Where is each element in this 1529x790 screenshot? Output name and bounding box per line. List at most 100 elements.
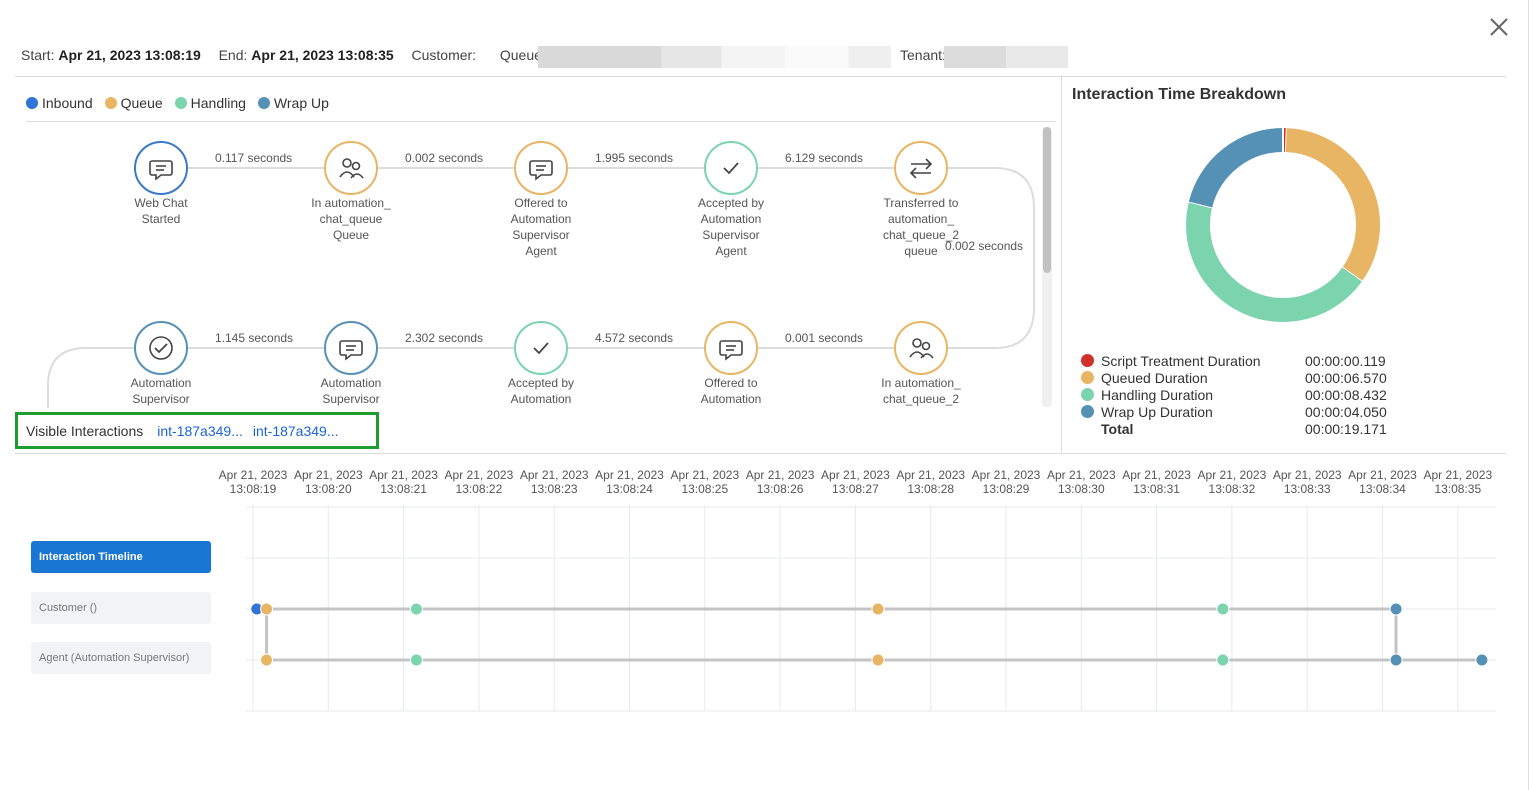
breakdown-value: 00:00:06.570 bbox=[1305, 369, 1387, 386]
legend-swatch bbox=[26, 97, 38, 109]
chat-icon bbox=[529, 160, 553, 181]
flow-edge-duration: 0.117 seconds bbox=[215, 151, 293, 165]
flow-node bbox=[894, 321, 948, 375]
flow-node bbox=[134, 321, 188, 375]
agent-timeline-button[interactable]: Agent (Automation Supervisor) bbox=[31, 642, 211, 674]
timeline-tick-label: Apr 21, 2023 13:08:29 bbox=[966, 468, 1046, 496]
timeline-tick-label: Apr 21, 2023 13:08:24 bbox=[590, 468, 670, 496]
legend-wrap-up: Wrap Up bbox=[257, 95, 329, 111]
breakdown-total-row: Total 00:00:19.171 bbox=[1081, 420, 1415, 437]
flow-node-label: Web Chat Started bbox=[134, 196, 188, 226]
timeline-event-point[interactable] bbox=[1475, 653, 1489, 667]
flow-scrollbar-thumb[interactable] bbox=[1043, 127, 1051, 273]
tick-time: 13:08:26 bbox=[756, 482, 804, 496]
tick-time: 13:08:32 bbox=[1208, 482, 1256, 496]
legend-swatch bbox=[174, 97, 187, 109]
tick-time: 13:08:33 bbox=[1283, 482, 1331, 496]
timeline-event-point[interactable] bbox=[871, 602, 885, 616]
tick-date: Apr 21, 2023 bbox=[369, 468, 438, 482]
flow-node bbox=[704, 321, 758, 375]
timeline-event-point[interactable] bbox=[1216, 653, 1230, 667]
flow-node-label: Automation Supervisor bbox=[320, 376, 382, 406]
end-label: End: bbox=[218, 47, 248, 63]
visible-interactions-bar: Visible Interactions int-187a349... int-… bbox=[15, 412, 379, 449]
tick-time: 13:08:22 bbox=[455, 482, 503, 496]
timeline-event-point[interactable] bbox=[409, 653, 423, 667]
transfer-icon bbox=[909, 158, 933, 179]
timeline-event-point[interactable] bbox=[1389, 653, 1403, 667]
breakdown-name: Script Treatment Duration bbox=[1101, 352, 1261, 369]
timeline-event-point[interactable] bbox=[409, 602, 423, 616]
timeline-event-point[interactable] bbox=[260, 653, 274, 667]
timeline-tick-label: Apr 21, 2023 13:08:31 bbox=[1117, 468, 1197, 496]
flow-connectors bbox=[47, 167, 1035, 408]
tick-date: Apr 21, 2023 bbox=[1122, 468, 1191, 482]
flow-legend: Inbound Queue Handling Wrap Up bbox=[26, 95, 329, 111]
flow-edge-duration: 0.002 seconds bbox=[405, 151, 484, 165]
timeline-event-point[interactable] bbox=[260, 602, 274, 616]
donut-slice bbox=[1186, 201, 1362, 322]
chat-icon bbox=[719, 340, 743, 361]
people-icon bbox=[339, 158, 364, 179]
flow-node bbox=[324, 141, 378, 195]
flow-node bbox=[514, 321, 568, 375]
end-value: Apr 21, 2023 13:08:35 bbox=[251, 47, 394, 63]
flow-edge-duration: 6.129 seconds bbox=[785, 151, 864, 165]
legend-label: Handling bbox=[190, 95, 246, 111]
tick-date: Apr 21, 2023 bbox=[1197, 468, 1267, 482]
flow-node-label: In automation_ chat_queue Queue bbox=[311, 196, 391, 242]
close-icon[interactable] bbox=[1488, 16, 1510, 38]
tick-time: 13:08:25 bbox=[681, 482, 729, 496]
breakdown-swatch bbox=[1081, 354, 1094, 367]
legend-handling: Handling bbox=[174, 95, 246, 111]
interaction-flow-diagram: Web Chat Started In automation_ chat_queu… bbox=[20, 124, 1054, 408]
tick-date: Apr 21, 2023 bbox=[971, 468, 1041, 482]
flow-node-label: Automation Supervisor bbox=[130, 376, 192, 406]
tick-time: 13:08:29 bbox=[982, 482, 1030, 496]
timeline-tick-label: Apr 21, 2023 13:08:23 bbox=[514, 468, 594, 496]
timeline-tick-label: Apr 21, 2023 13:08:28 bbox=[891, 468, 971, 496]
flow-edge-duration: 4.572 seconds bbox=[595, 331, 674, 345]
legend-label: Inbound bbox=[42, 95, 93, 111]
timeline-tick-label: Apr 21, 2023 13:08:32 bbox=[1192, 468, 1272, 496]
tick-date: Apr 21, 2023 bbox=[821, 468, 890, 482]
breakdown-swatch bbox=[1081, 371, 1094, 384]
flow-node bbox=[134, 141, 188, 195]
customer-label: Customer: bbox=[411, 47, 477, 63]
flow-edge-duration: 1.995 seconds bbox=[595, 151, 674, 165]
breakdown-row: Script Treatment Duration 00:00:00.119 bbox=[1081, 352, 1415, 369]
tick-date: Apr 21, 2023 bbox=[670, 468, 740, 482]
interaction-timeline-button[interactable]: Interaction Timeline bbox=[31, 541, 211, 573]
timeline-event-point[interactable] bbox=[871, 653, 885, 667]
header-divider bbox=[15, 76, 1506, 77]
customer-timeline-button[interactable]: Customer () bbox=[31, 592, 211, 624]
flow-edge-duration: 0.002 seconds bbox=[945, 239, 1024, 253]
timeline-tick-label: Apr 21, 2023 13:08:35 bbox=[1418, 468, 1498, 496]
legend-swatch bbox=[104, 97, 117, 109]
timeline-tick-label: Apr 21, 2023 13:08:26 bbox=[740, 468, 820, 496]
timeline-event-point[interactable] bbox=[1216, 602, 1230, 616]
start-value: Apr 21, 2023 13:08:19 bbox=[58, 47, 201, 63]
people-icon bbox=[909, 338, 934, 359]
tick-date: Apr 21, 2023 bbox=[293, 468, 363, 482]
tick-time: 13:08:28 bbox=[907, 482, 955, 496]
tick-time: 13:08:31 bbox=[1133, 482, 1180, 496]
donut-slice bbox=[1188, 128, 1284, 208]
legend-swatch bbox=[257, 97, 270, 109]
legend-inbound: Inbound bbox=[26, 95, 93, 111]
chat-icon bbox=[339, 340, 363, 361]
timeline-event-point[interactable] bbox=[1389, 602, 1403, 616]
donut-separator bbox=[1341, 266, 1363, 283]
tick-date: Apr 21, 2023 bbox=[1046, 468, 1116, 482]
flow-scrollbar[interactable] bbox=[1042, 127, 1052, 407]
interaction-link[interactable]: int-187a349... bbox=[252, 422, 339, 439]
tick-time: 13:08:30 bbox=[1057, 482, 1105, 496]
tick-date: Apr 21, 2023 bbox=[1423, 468, 1493, 482]
panel-divider bbox=[1061, 77, 1062, 453]
breakdown-table: Script Treatment Duration 00:00:00.119 Qu… bbox=[1081, 352, 1415, 437]
tick-date: Apr 21, 2023 bbox=[896, 468, 966, 482]
timeline-tick-label: Apr 21, 2023 13:08:33 bbox=[1267, 468, 1347, 496]
flow-node bbox=[324, 321, 378, 375]
interaction-link[interactable]: int-187a349... bbox=[157, 422, 243, 439]
flow-node-label: Transferred to automation_ chat_queue_2 … bbox=[882, 196, 960, 258]
